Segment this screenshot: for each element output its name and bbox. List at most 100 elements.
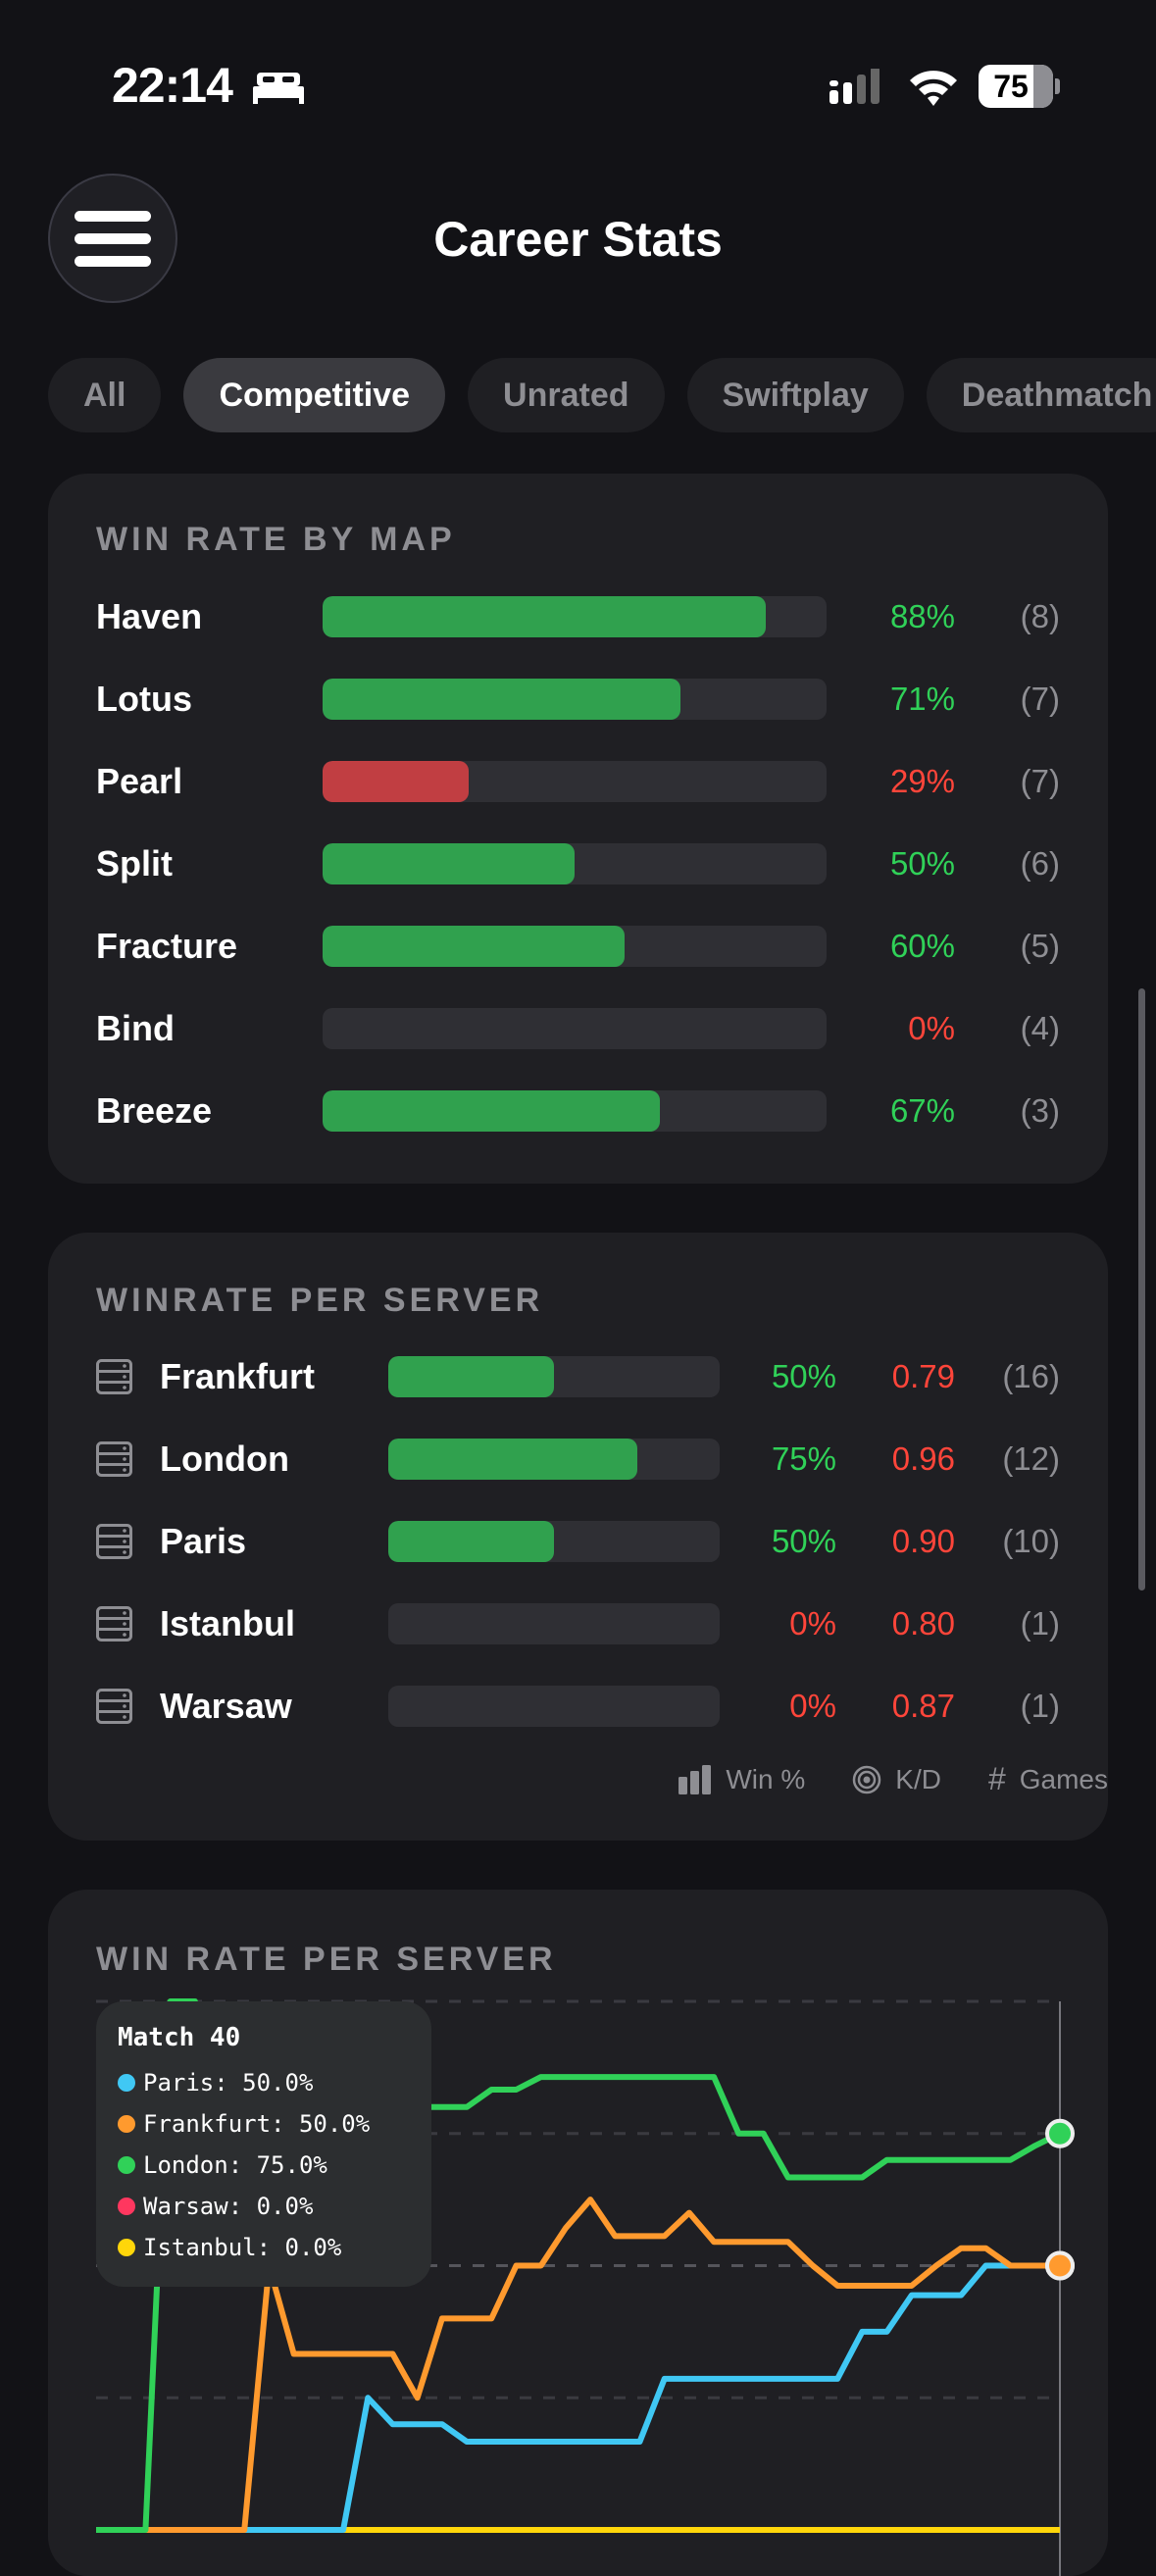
series-color-dot: [118, 2239, 135, 2256]
server-legend: Win % K/D # Games: [679, 1761, 1108, 1797]
games-count: (4): [1020, 1010, 1060, 1046]
win-rate-bar-fill: [388, 1356, 554, 1397]
tooltip-row: Paris: 50.0%: [118, 2062, 410, 2103]
kd-value: 0.80: [891, 1605, 955, 1642]
scrollbar[interactable]: [1138, 988, 1145, 1591]
battery-icon: 75: [979, 65, 1053, 108]
win-pct: 0%: [789, 1688, 836, 1724]
games-count: (1): [1020, 1605, 1060, 1642]
hamburger-menu-icon: [75, 210, 151, 222]
server-row: Frankfurt 50% 0.79 (16): [48, 1355, 1108, 1398]
win-rate-bar: [323, 1008, 827, 1049]
win-pct: 50%: [889, 845, 955, 882]
series-line-frankfurt: [96, 2197, 1060, 2533]
games-count: (16): [1002, 1358, 1060, 1394]
win-pct: 29%: [889, 763, 955, 799]
card-title: WINRATE PER SERVER: [96, 1282, 544, 1319]
win-rate-bar-fill: [388, 1439, 637, 1480]
games-count: (7): [1020, 681, 1060, 717]
wifi-icon: [910, 71, 957, 106]
tooltip-value: Frankfurt: 50.0%: [143, 2110, 371, 2138]
win-rate-bar-fill: [323, 679, 680, 720]
tab-deathmatch[interactable]: Deathmatch: [926, 358, 1156, 432]
win-pct: 60%: [889, 928, 955, 964]
map-name: Bind: [96, 1008, 175, 1048]
games-count: (5): [1020, 928, 1060, 964]
win-rate-bar: [388, 1356, 720, 1397]
hash-icon: #: [987, 1761, 1006, 1796]
kd-value: 0.87: [891, 1688, 955, 1724]
tooltip-row: Warsaw: 0.0%: [118, 2186, 410, 2227]
legend-kd: K/D: [895, 1763, 941, 1794]
series-color-dot: [118, 2156, 135, 2174]
win-rate-bar: [388, 1439, 720, 1480]
games-count: (3): [1020, 1092, 1060, 1129]
target-icon: [853, 1765, 881, 1793]
win-pct: 67%: [889, 1092, 955, 1129]
win-rate-bar-fill: [323, 761, 470, 802]
tooltip-value: Istanbul: 0.0%: [143, 2234, 342, 2261]
cellular-signal-icon: [829, 69, 880, 104]
server-row: Istanbul 0% 0.80 (1): [48, 1602, 1108, 1645]
bar-chart-icon: [679, 1764, 712, 1794]
hamburger-line: [75, 255, 151, 267]
kd-value: 0.90: [891, 1523, 955, 1559]
win-rate-bar-fill: [323, 596, 767, 637]
tab-all[interactable]: All: [48, 358, 162, 432]
legend-games: Games: [1019, 1763, 1108, 1794]
tab-competitive[interactable]: Competitive: [183, 358, 446, 432]
win-rate-bar: [323, 926, 827, 967]
page-title: Career Stats: [433, 212, 723, 267]
kd-value: 0.96: [891, 1440, 955, 1477]
tooltip-value: Warsaw: 0.0%: [143, 2193, 314, 2220]
series-color-dot: [118, 2197, 135, 2215]
server-row: Warsaw 0% 0.87 (1): [48, 1685, 1108, 1728]
point-marker-frankfurt: [1045, 2250, 1075, 2281]
server-row: Paris 50% 0.90 (10): [48, 1520, 1108, 1563]
server-icon: [96, 1524, 132, 1559]
win-pct: 0%: [908, 1010, 955, 1046]
chart-tooltip: Match 40 Paris: 50.0% Frankfurt: 50.0% Lon…: [96, 2001, 431, 2287]
win-rate-bar-fill: [323, 843, 575, 884]
games-count: (6): [1020, 845, 1060, 882]
win-pct: 71%: [889, 681, 955, 717]
bed-icon: [253, 73, 304, 104]
menu-button[interactable]: [48, 174, 177, 303]
win-rate-bar: [323, 843, 827, 884]
server-name: Paris: [160, 1521, 247, 1561]
games-count: (7): [1020, 763, 1060, 799]
win-rate-chart-card: WIN RATE PER SERVER Match 40 Paris: 50.0…: [48, 1890, 1108, 2576]
win-rate-bar: [323, 596, 827, 637]
win-rate-bar: [323, 1090, 827, 1132]
mode-tabs: All Competitive Unrated Swiftplay Deathm…: [48, 358, 1156, 432]
map-name: Fracture: [96, 926, 238, 966]
win-pct: 0%: [789, 1605, 836, 1642]
tooltip-title: Match 40: [118, 2023, 241, 2052]
tooltip-value: Paris: 50.0%: [143, 2069, 314, 2096]
win-rate-bar-fill: [323, 926, 626, 967]
server-icon: [96, 1606, 132, 1642]
win-rate-bar: [388, 1686, 720, 1727]
map-name: Breeze: [96, 1090, 213, 1131]
map-name: Pearl: [96, 761, 183, 801]
games-count: (8): [1020, 598, 1060, 634]
map-row: Pearl 29% (7): [48, 760, 1108, 803]
map-name: Split: [96, 843, 173, 884]
map-row: Fracture 60% (5): [48, 925, 1108, 968]
win-rate-by-map-card: WIN RATE BY MAP Haven 88% (8) Lotus 71% (…: [48, 474, 1108, 1184]
win-rate-bar: [388, 1521, 720, 1562]
tooltip-value: London: 75.0%: [143, 2151, 327, 2179]
server-name: London: [160, 1439, 289, 1479]
status-time: 22:14: [112, 58, 233, 113]
card-title: WIN RATE BY MAP: [96, 521, 456, 558]
server-icon: [96, 1441, 132, 1477]
win-rate-bar-fill: [388, 1521, 554, 1562]
tab-unrated[interactable]: Unrated: [468, 358, 665, 432]
server-row: London 75% 0.96 (12): [48, 1438, 1108, 1481]
tab-swiftplay[interactable]: Swiftplay: [686, 358, 904, 432]
winrate-per-server-card: WINRATE PER SERVER Frankfurt 50% 0.79 (1…: [48, 1233, 1108, 1841]
kd-value: 0.79: [891, 1358, 955, 1394]
map-name: Haven: [96, 596, 203, 636]
card-title: WIN RATE PER SERVER: [96, 1941, 557, 1978]
map-name: Lotus: [96, 679, 192, 719]
